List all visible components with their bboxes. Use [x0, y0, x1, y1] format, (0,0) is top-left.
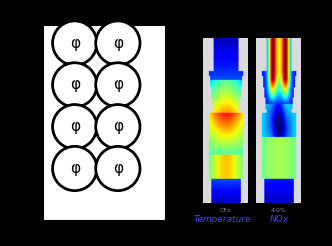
Ellipse shape [52, 21, 97, 65]
Text: CFx: CFx [220, 208, 232, 213]
Ellipse shape [96, 105, 140, 149]
Text: φ: φ [113, 119, 123, 134]
Ellipse shape [52, 105, 97, 149]
Ellipse shape [52, 63, 97, 107]
Ellipse shape [52, 146, 97, 191]
Text: φ: φ [70, 36, 80, 50]
Ellipse shape [96, 146, 140, 191]
Text: Temperature: Temperature [194, 215, 251, 224]
Text: φ: φ [113, 77, 123, 92]
Ellipse shape [96, 63, 140, 107]
Text: φ: φ [70, 161, 80, 176]
Text: φ: φ [70, 119, 80, 134]
Text: φ: φ [113, 161, 123, 176]
Text: 4.0%: 4.0% [271, 208, 287, 213]
Bar [43, 25, 166, 221]
Ellipse shape [96, 21, 140, 65]
Text: NOx: NOx [269, 215, 289, 224]
Text: φ: φ [113, 36, 123, 50]
Text: φ: φ [70, 77, 80, 92]
